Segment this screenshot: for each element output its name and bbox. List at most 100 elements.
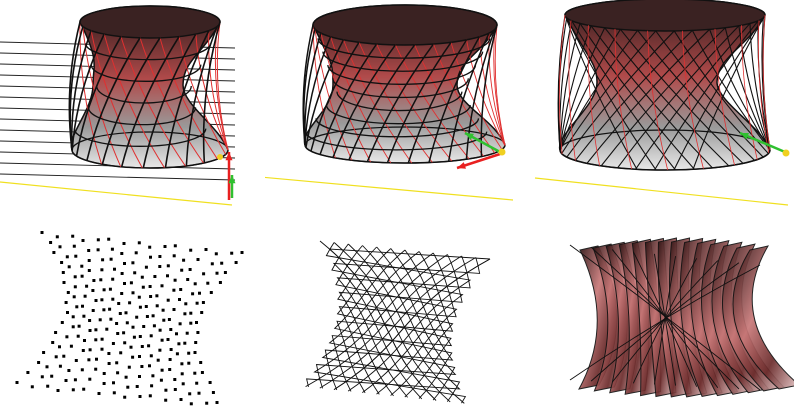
- point: [204, 248, 208, 251]
- point: [87, 249, 91, 252]
- point: [107, 352, 111, 355]
- point: [109, 257, 113, 261]
- red-isoline: [714, 28, 735, 166]
- lattice-line: [328, 251, 456, 401]
- lattice-line: [332, 257, 481, 400]
- point: [211, 391, 215, 394]
- ruling-line: [202, 21, 221, 163]
- point: [201, 301, 205, 304]
- diagonal-ruling-a: [590, 25, 713, 169]
- parallel-ring: [322, 51, 484, 72]
- point: [141, 285, 145, 289]
- point: [178, 298, 181, 301]
- point: [117, 302, 121, 305]
- point: [215, 271, 219, 275]
- top-rim: [564, 0, 766, 32]
- point: [110, 247, 114, 251]
- top-rim: [312, 4, 498, 46]
- point: [71, 234, 75, 238]
- point: [197, 391, 201, 395]
- point: [166, 274, 169, 278]
- point: [196, 258, 200, 261]
- point: [193, 371, 197, 375]
- point: [131, 355, 135, 359]
- point: [209, 291, 213, 294]
- point: [155, 304, 159, 308]
- point: [85, 284, 89, 288]
- red-isoline: [90, 30, 143, 169]
- point: [178, 322, 182, 326]
- point: [189, 311, 193, 315]
- lattice-line: [333, 258, 491, 390]
- point: [210, 262, 214, 266]
- point: [102, 308, 106, 312]
- lattice-line: [305, 255, 462, 387]
- point: [140, 345, 144, 348]
- point: [183, 312, 187, 316]
- diagonal-ruling-a: [738, 25, 771, 151]
- point: [92, 279, 96, 282]
- point-cloud: [15, 231, 244, 406]
- point: [138, 335, 142, 338]
- ruling-line: [120, 36, 180, 167]
- point: [169, 348, 173, 351]
- point: [83, 294, 87, 298]
- point: [189, 402, 193, 406]
- ruling-line: [465, 28, 496, 160]
- point: [175, 352, 179, 356]
- point: [140, 365, 144, 368]
- point: [102, 382, 106, 385]
- point: [173, 278, 177, 282]
- point: [180, 268, 184, 272]
- diagonal-ruling-b: [617, 25, 740, 169]
- point: [116, 332, 120, 335]
- point: [181, 382, 185, 386]
- point: [107, 362, 111, 365]
- point: [129, 281, 133, 285]
- red-isoline: [312, 24, 336, 159]
- point: [94, 299, 98, 302]
- point: [152, 324, 156, 328]
- point: [138, 355, 141, 358]
- point: [82, 387, 86, 391]
- point: [66, 311, 69, 314]
- hyperboloid-surface-diagonal-grid: [534, 0, 790, 206]
- point: [188, 268, 192, 271]
- diagonal-ruling-b: [586, 28, 710, 164]
- point: [180, 372, 184, 376]
- point: [54, 331, 58, 334]
- point: [61, 271, 65, 274]
- point: [131, 325, 135, 329]
- point: [138, 395, 142, 398]
- point: [73, 275, 77, 279]
- point: [98, 318, 102, 322]
- point: [94, 338, 98, 342]
- point: [112, 381, 115, 385]
- point: [66, 291, 70, 294]
- point: [162, 318, 166, 322]
- point: [116, 371, 120, 375]
- point: [30, 385, 34, 389]
- point: [168, 358, 172, 361]
- point: [148, 285, 152, 288]
- point: [111, 277, 115, 281]
- diagonal-ruling-a: [579, 23, 695, 170]
- red-isoline: [159, 37, 218, 160]
- point: [75, 305, 79, 309]
- point: [160, 284, 164, 288]
- point: [175, 332, 178, 336]
- point: [153, 275, 157, 278]
- point: [42, 351, 46, 354]
- point: [37, 361, 41, 364]
- point: [119, 351, 123, 355]
- diagonal-ruling-a: [604, 27, 730, 167]
- point: [91, 289, 95, 292]
- red-isoline: [647, 30, 669, 171]
- point: [115, 322, 119, 325]
- point: [187, 351, 191, 355]
- point: [135, 385, 139, 388]
- surface-strip: [732, 245, 794, 390]
- point: [113, 267, 116, 271]
- diagonal-ruling-b: [559, 27, 606, 151]
- point: [91, 309, 95, 312]
